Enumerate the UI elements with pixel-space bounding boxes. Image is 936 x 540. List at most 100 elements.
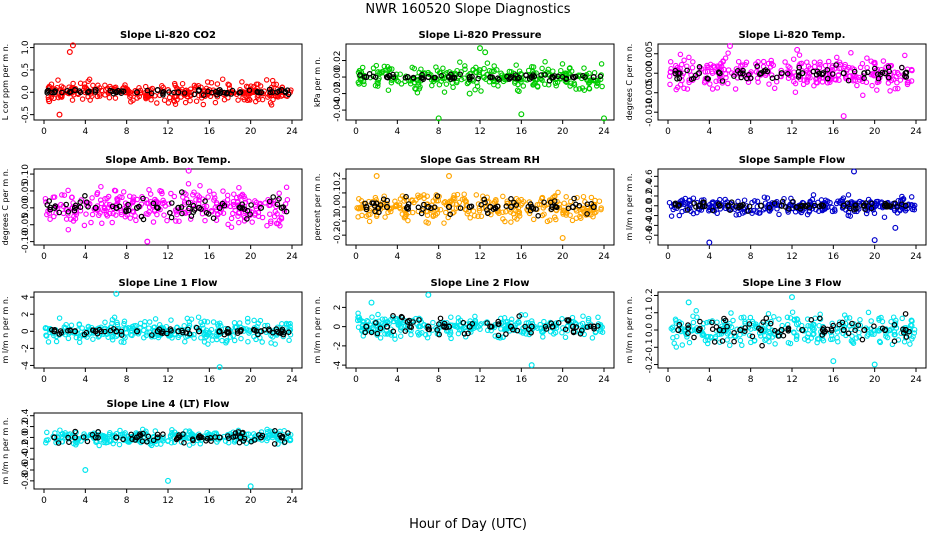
- overlay-point: [390, 328, 397, 335]
- overlay-marker: [92, 434, 99, 441]
- overlay-point: [226, 329, 232, 336]
- data-point: [541, 211, 547, 217]
- y-tick-label: 0.05: [21, 181, 31, 201]
- overlay-point: [82, 193, 88, 199]
- data-point: [170, 97, 177, 104]
- data-point: [195, 314, 202, 320]
- data-point: [59, 192, 65, 198]
- data-point: [800, 328, 807, 334]
- data-point: [169, 430, 175, 436]
- data-point: [179, 80, 186, 87]
- data-point: [198, 319, 204, 326]
- data-point: [220, 210, 227, 216]
- x-tick-label: 8: [436, 375, 442, 385]
- data-point: [673, 86, 679, 93]
- overlay-marker: [425, 73, 432, 81]
- data-point: [236, 219, 242, 226]
- overlay-point: [84, 438, 91, 445]
- data-point: [195, 192, 201, 198]
- x-tick-label: 20: [557, 127, 569, 137]
- data-point: [112, 188, 119, 194]
- overlay-marker: [590, 203, 597, 211]
- data-point: [768, 72, 775, 78]
- data-point: [804, 316, 811, 322]
- overlay-point: [460, 319, 467, 326]
- overlay-point: [559, 74, 566, 80]
- data-point: [196, 197, 202, 203]
- data-point: [738, 314, 744, 321]
- data-point: [798, 60, 805, 67]
- overlay-point: [685, 325, 692, 332]
- overlay-point: [894, 203, 900, 210]
- overlay-marker: [716, 70, 723, 77]
- data-point: [76, 322, 83, 328]
- overlay-marker: [528, 323, 535, 330]
- overlay-point: [722, 317, 729, 324]
- overlay-point: [784, 71, 791, 77]
- overlay-point: [283, 208, 290, 215]
- data-point: [236, 320, 243, 326]
- overlay-point: [247, 211, 253, 218]
- data-point: [197, 182, 203, 189]
- data-point: [581, 65, 587, 71]
- overlay-point: [168, 214, 175, 221]
- data-point: [758, 333, 764, 339]
- data-point: [430, 212, 437, 218]
- data-point: [792, 80, 799, 87]
- data-point: [129, 332, 135, 339]
- data-point: [668, 65, 674, 72]
- overlay-marker: [445, 73, 453, 81]
- data-point: [257, 83, 264, 89]
- data-point: [284, 197, 291, 203]
- overlay-point: [871, 323, 877, 330]
- data-point: [450, 84, 456, 91]
- outlier-point: [726, 42, 733, 49]
- data-point: [761, 194, 768, 200]
- data-point: [508, 219, 514, 225]
- overlay-point: [676, 321, 683, 328]
- data-point: [90, 336, 96, 342]
- x-tick-label: 4: [706, 252, 712, 262]
- x-tick-label: 16: [204, 127, 216, 137]
- data-point: [95, 334, 102, 340]
- data-point: [793, 334, 800, 340]
- data-point: [122, 335, 128, 341]
- data-point: [357, 205, 364, 212]
- data-point: [102, 319, 108, 326]
- data-point: [461, 191, 467, 197]
- data-point: [702, 69, 709, 75]
- x-tick-label: 12: [474, 375, 485, 385]
- data-point: [499, 72, 505, 78]
- data-point: [586, 79, 593, 86]
- data-point: [869, 82, 875, 89]
- data-point: [238, 335, 244, 342]
- data-point: [212, 195, 218, 201]
- data-point: [728, 310, 734, 316]
- data-point: [693, 308, 699, 314]
- overlay-point: [902, 311, 909, 317]
- data-point: [199, 92, 205, 98]
- data-point: [392, 203, 398, 210]
- overlay-point: [514, 75, 521, 82]
- overlay-point: [674, 76, 680, 82]
- overlay-point: [903, 334, 910, 340]
- data-point: [104, 195, 110, 202]
- data-point: [440, 65, 446, 72]
- overlay-point: [418, 210, 425, 217]
- data-point: [363, 213, 370, 219]
- y-tick-label: 0.2: [21, 419, 31, 433]
- overlay-point: [766, 204, 773, 211]
- x-tick-label: 0: [41, 496, 47, 506]
- overlay-point: [584, 211, 590, 217]
- overlay-point: [836, 321, 843, 328]
- overlay-marker: [716, 326, 723, 334]
- overlay-marker: [113, 204, 120, 211]
- overlay-point: [390, 312, 396, 319]
- overlay-point: [495, 318, 502, 325]
- overlay-point: [833, 62, 839, 68]
- data-point: [187, 97, 193, 104]
- data-point: [542, 59, 548, 65]
- overlay-point: [859, 336, 866, 343]
- data-point: [873, 198, 880, 205]
- data-point: [835, 198, 841, 204]
